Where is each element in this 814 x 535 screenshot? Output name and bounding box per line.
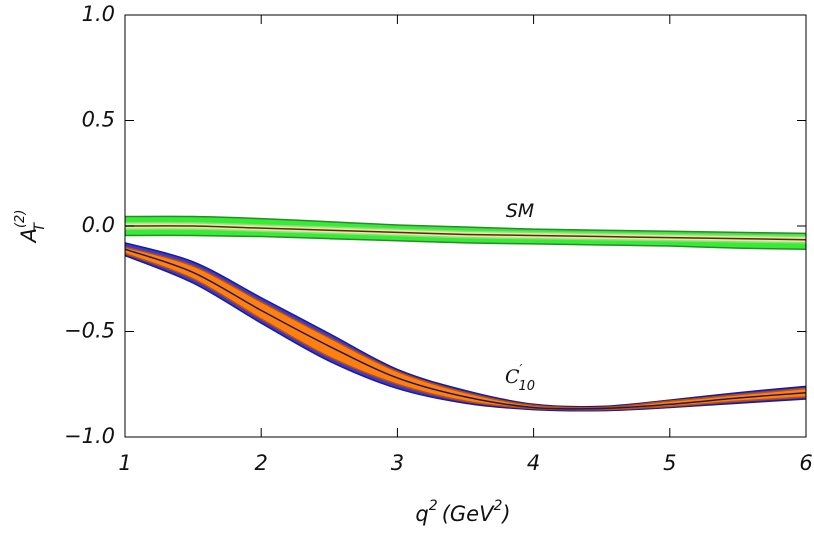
x-tick-label: 5 — [663, 451, 676, 475]
x-tick-label: 3 — [391, 451, 404, 475]
band — [125, 221, 806, 244]
x-label-rest-sup: 2 — [493, 498, 502, 514]
x-tick-label: 2 — [255, 451, 268, 475]
series-name-sub: 10 — [518, 378, 535, 393]
plot-area — [125, 215, 806, 412]
series-name: SM — [506, 200, 534, 222]
y-axis-label: A(2) T — [13, 210, 49, 245]
x-label-rest: (GeV — [442, 502, 495, 526]
series-name: C — [505, 366, 520, 388]
band — [125, 246, 806, 411]
x-tick-label: 6 — [799, 451, 812, 475]
y-tick-label: −0.5 — [64, 319, 115, 343]
x-label-close: ) — [500, 502, 510, 526]
x-tick-label: 4 — [527, 451, 540, 475]
series-label: SM — [506, 200, 534, 222]
y-label-base: A — [17, 228, 41, 244]
y-tick-label: 0.0 — [82, 213, 115, 237]
central-line — [125, 225, 806, 241]
y-tick-label: −1.0 — [64, 424, 115, 448]
series-label: C′ 10 — [505, 362, 535, 393]
y-label-sub: T — [32, 222, 48, 232]
x-tick-label: 1 — [118, 451, 131, 475]
y-tick-label: 0.5 — [82, 108, 115, 132]
y-tick-label: 1.0 — [82, 2, 115, 26]
central-line — [125, 248, 806, 410]
y-label-sup: (2) — [13, 210, 28, 228]
x-label-base: q — [415, 502, 428, 526]
x-label-sup: 2 — [429, 498, 438, 514]
band — [125, 242, 806, 412]
x-axis-label: q2 (GeV2) — [415, 498, 510, 526]
series-name-sup: ′ — [520, 362, 523, 377]
